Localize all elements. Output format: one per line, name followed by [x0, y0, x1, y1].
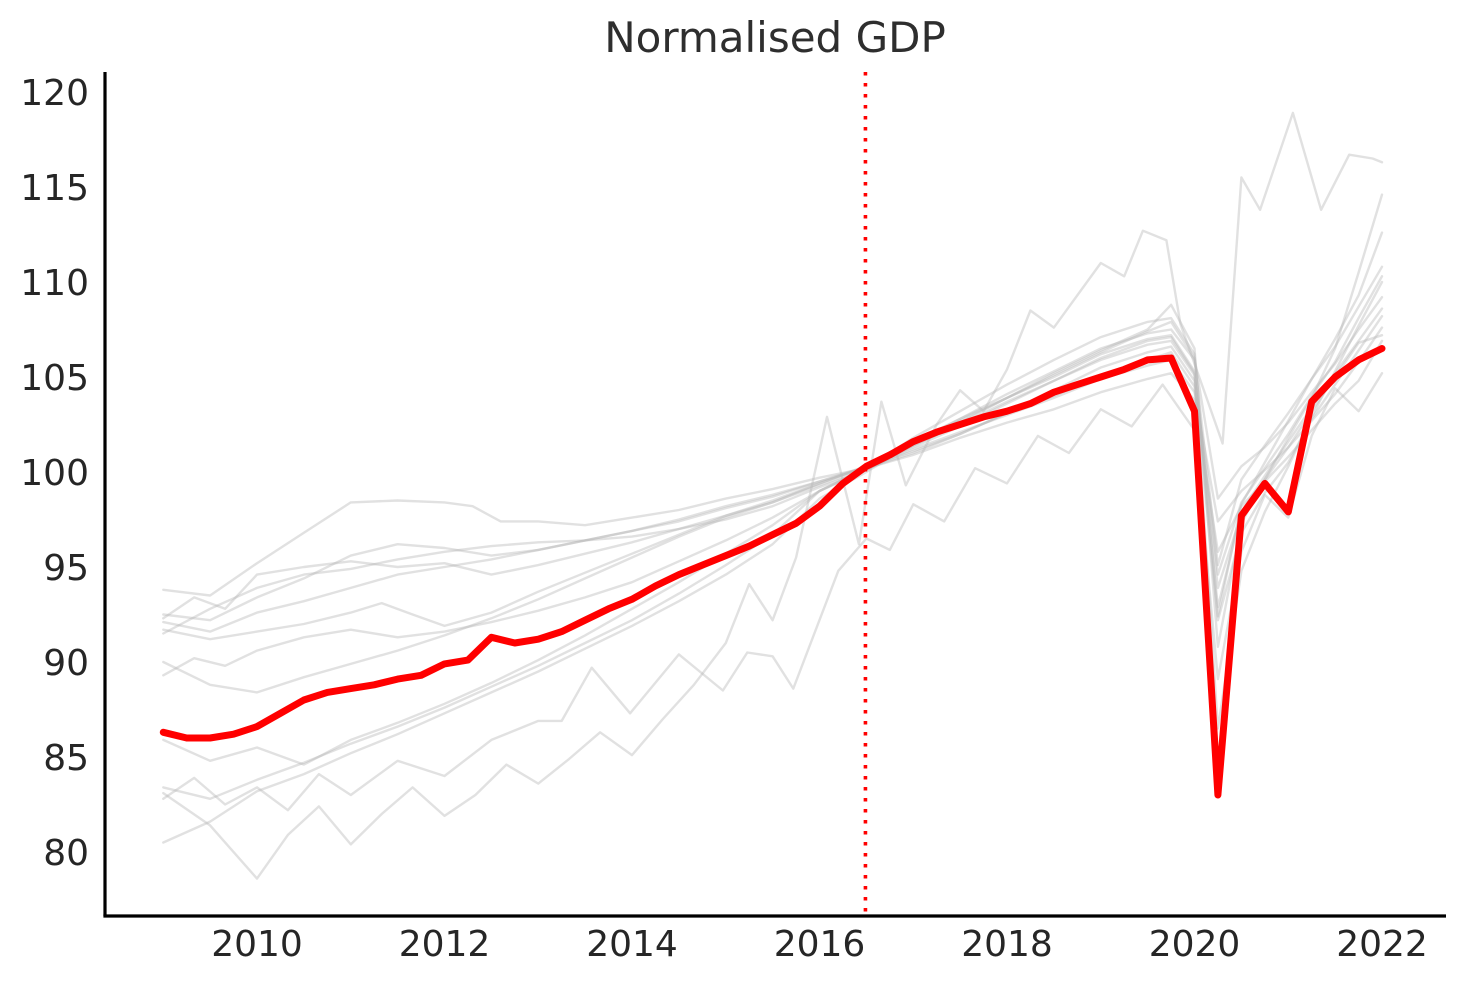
y-tick-label-85: 85 — [43, 738, 89, 779]
y-tick-labels-group: 80 85 90 95 100 105 110 115 120 — [20, 73, 89, 874]
x-tick-label-2014: 2014 — [586, 924, 678, 965]
y-tick-label-120: 120 — [20, 73, 89, 114]
y-tick-label-80: 80 — [43, 833, 89, 874]
y-tick-label-95: 95 — [43, 548, 89, 589]
x-tick-label-2018: 2018 — [961, 924, 1053, 965]
y-tick-label-100: 100 — [20, 453, 89, 494]
x-tick-label-2010: 2010 — [211, 924, 303, 965]
x-tick-labels-group: 2010 2012 2014 2016 2018 2020 2022 — [211, 924, 1428, 965]
y-tick-label-115: 115 — [20, 168, 89, 209]
y-tick-label-110: 110 — [20, 263, 89, 304]
y-tick-label-105: 105 — [20, 358, 89, 399]
x-tick-label-2022: 2022 — [1336, 924, 1428, 965]
y-tick-label-90: 90 — [43, 643, 89, 684]
x-tick-label-2020: 2020 — [1149, 924, 1241, 965]
highlight-series-line — [159, 345, 1386, 799]
chart-title: Normalised GDP — [604, 13, 946, 62]
background-series-line-gray-9-volatile — [162, 111, 1384, 880]
x-tick-label-2016: 2016 — [774, 924, 866, 965]
background-series-line-gray-7 — [162, 307, 1384, 694]
x-tick-label-2012: 2012 — [399, 924, 491, 965]
